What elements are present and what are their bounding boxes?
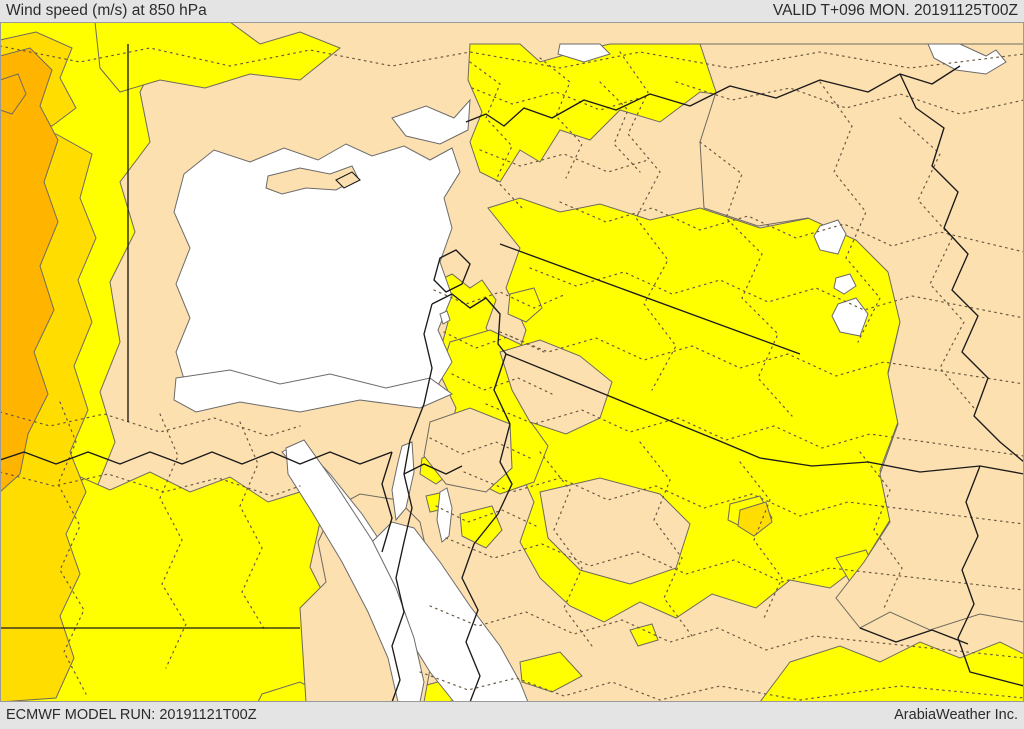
- contour-band-high: [0, 47, 59, 493]
- model-run-label: ECMWF MODEL RUN: 20191121T00Z: [6, 707, 257, 723]
- page-title: Wind speed (m/s) at 850 hPa: [6, 2, 207, 19]
- cyprus-island: [265, 165, 361, 195]
- header-bar: Wind speed (m/s) at 850 hPa VALID T+096 …: [0, 0, 1024, 22]
- country-borders: [0, 44, 1024, 702]
- footer-bar: ECMWF MODEL RUN: 20191121T00Z ArabiaWeat…: [0, 702, 1024, 729]
- admin-boundaries: [0, 45, 1024, 701]
- valid-time-label: VALID T+096 MON. 20191125T00Z: [772, 2, 1018, 19]
- weather-map-svg: [0, 22, 1024, 702]
- water-bodies: [173, 43, 1007, 702]
- weather-map-canvas[interactable]: [0, 22, 1024, 702]
- attribution-label: ArabiaWeather Inc.: [894, 707, 1018, 723]
